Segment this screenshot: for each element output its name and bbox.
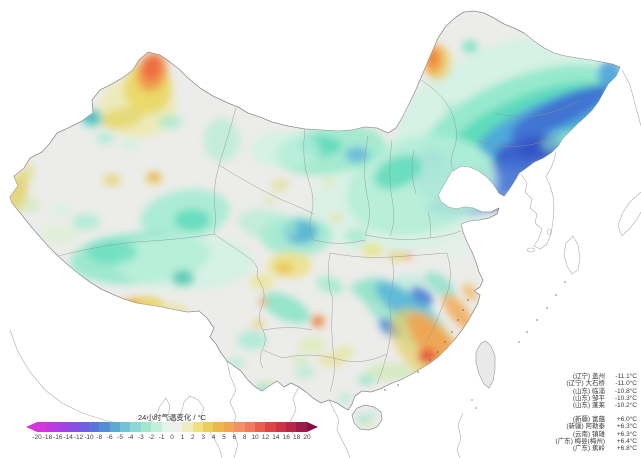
colorbar-tick-label: 5	[222, 434, 226, 441]
colorbar-tick-label: 14	[272, 434, 280, 441]
colorbar-bar	[26, 422, 318, 432]
colorbar-title: 24小时气温变化 / °C	[137, 413, 206, 422]
station-name: (新疆) 阿勒泰	[566, 423, 605, 431]
colorbar-segment	[120, 422, 131, 432]
colorbar-tick-label: -3	[137, 434, 144, 441]
colorbar-tick-label: 4	[211, 434, 216, 441]
colorbar-tick-label: -8	[96, 434, 103, 441]
colorbar-segment	[161, 422, 172, 432]
station-extreme-row: (广东) 梅县(梅州) +6.4°C	[556, 438, 637, 445]
colorbar-tick-label: -14	[63, 434, 73, 441]
colorbar-tick-label: -1	[158, 434, 165, 441]
colorbar-segment	[37, 422, 48, 432]
colorbar-segment	[203, 422, 214, 432]
station-name: (新疆) 富蕴	[572, 416, 605, 423]
colorbar-segment	[88, 422, 100, 432]
station-temp-change-value: +6.4°C	[616, 437, 637, 445]
taiwan-island	[475, 340, 496, 389]
province-borders	[57, 79, 581, 393]
colorbar-tick-label: 20	[303, 434, 311, 441]
extremes-cooling-list: (辽宁) 盖州 -11.1°C (辽宁) 大石桥 -11.0°C (山东) 临淄 -10.…	[566, 373, 637, 409]
colorbar-left-arrow	[26, 422, 37, 432]
colorbar-segment	[192, 422, 203, 432]
colorbar-segment	[275, 422, 286, 432]
colorbar-segment	[286, 422, 297, 432]
colorbar-segment	[57, 422, 69, 432]
station-temp-change-value: -10.8°C	[614, 387, 637, 395]
station-temp-change-value: -11.0°C	[615, 380, 637, 388]
station-temp-change-value: -10.2°C	[614, 402, 637, 410]
station-extreme-row: (辽宁) 盖州 -11.1°C	[566, 373, 637, 380]
station-temp-change-value: +6.0°C	[616, 416, 637, 423]
colorbar-segment	[151, 422, 162, 432]
station-name: (山东) 临淄	[572, 387, 605, 395]
colorbar-segment	[68, 422, 79, 432]
station-extreme-row: (云南) 镇雄 +6.3°C	[556, 431, 637, 438]
station-name: (广东) 梅县(梅州)	[555, 437, 605, 445]
colorbar-segment	[223, 422, 235, 432]
colorbar-tick-label: 8	[242, 434, 247, 441]
station-extreme-row: (山东) 蓬莱 -10.2°C	[566, 402, 637, 409]
colorbar-segment	[47, 422, 58, 432]
station-extreme-row: (新疆) 阿勒泰 +6.3°C	[556, 423, 637, 430]
colorbar-tick-label: 2	[190, 434, 195, 441]
colorbar-segment	[234, 422, 245, 432]
colorbar-segment	[140, 422, 152, 432]
station-extreme-row: (山东) 邹平 -10.3°C	[566, 395, 637, 402]
colorbar-segment	[254, 422, 266, 432]
station-extreme-row: (新疆) 富蕴 +6.0°C	[556, 416, 637, 423]
colorbar-tick-label: -5	[117, 434, 123, 441]
colorbar-tick-label: 10	[251, 434, 259, 441]
colorbar-tick-label: -16	[53, 434, 63, 441]
colorbar-tick-label: 0	[170, 434, 174, 441]
temperature-anomaly-field	[10, 11, 620, 427]
colorbar-segment	[171, 422, 183, 432]
colorbar-segment	[265, 422, 276, 432]
colorbar-tick-label: 18	[292, 434, 301, 441]
station-name: (广东) 蕉岭	[572, 445, 605, 453]
station-name: (山东) 邹平	[572, 394, 605, 402]
coastal-island-dots	[384, 299, 469, 391]
colorbar-tick-label: 1	[180, 434, 185, 441]
station-name: (辽宁) 大石桥	[566, 380, 605, 388]
colorbar-segment	[213, 422, 224, 432]
station-extreme-row: (山东) 临淄 -10.8°C	[566, 388, 637, 395]
colorbar-segment	[78, 422, 89, 432]
colorbar-right-arrow	[306, 422, 318, 432]
colorbar: 24小时气温变化 / °C -20 -18 -16 -14 -12 -10 -8 -6 -5 -4…	[26, 413, 318, 441]
colorbar-segment	[99, 422, 110, 432]
colorbar-tick-label: -10	[84, 434, 94, 441]
station-extreme-row: (广东) 蕉岭 +6.8°C	[556, 445, 637, 452]
colorbar-tick-label: -2	[148, 434, 155, 441]
station-extreme-row: (辽宁) 大石桥 -11.0°C	[566, 380, 637, 387]
colorbar-segment	[130, 422, 141, 432]
colorbar-segment	[244, 422, 255, 432]
colorbar-tick-label: -20	[32, 434, 42, 441]
colorbar-tick-label: 6	[232, 434, 237, 441]
colorbar-tick-label: 12	[261, 434, 270, 441]
colorbar-tick-labels: -20 -18 -16 -14 -12 -10 -8 -6 -5 -4 -3 -2 -1 0 1 2 3 4 5 6 8…	[32, 432, 311, 441]
station-temp-change-value: -10.3°C	[614, 394, 637, 402]
station-temp-change-value: +6.3°C	[616, 430, 637, 438]
station-temp-change-value: -11.1°C	[615, 373, 637, 380]
colorbar-tick-label: -4	[127, 434, 134, 441]
colorbar-tick-label: 16	[282, 434, 290, 441]
station-name: (山东) 蓬莱	[572, 402, 605, 410]
colorbar-tick-label: 3	[201, 434, 205, 441]
station-name: (辽宁) 盖州	[572, 373, 605, 380]
station-name: (云南) 镇雄	[572, 430, 605, 438]
station-temp-change-value: +6.8°C	[616, 445, 637, 453]
colorbar-segment	[182, 422, 193, 432]
station-temp-change-value: +6.3°C	[616, 423, 637, 431]
extremes-warming-list: (新疆) 富蕴 +6.0°C (新疆) 阿勒泰 +6.3°C (云南) 镇雄 +6.3°C…	[556, 416, 637, 452]
colorbar-tick-label: -18	[42, 434, 53, 441]
colorbar-segment	[296, 422, 307, 432]
colorbar-tick-label: -6	[106, 434, 113, 441]
colorbar-tick-label: -12	[73, 434, 84, 441]
colorbar-segment	[109, 422, 120, 432]
